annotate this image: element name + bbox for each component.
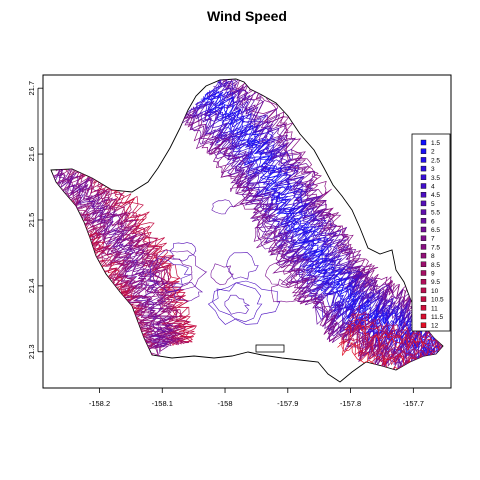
legend-label: 4.5	[431, 192, 440, 199]
legend-label: 6.5	[431, 227, 440, 234]
contour-line	[351, 313, 443, 347]
legend-swatch	[420, 287, 427, 294]
legend-label: 7	[431, 236, 435, 243]
contour-line	[342, 325, 443, 356]
legend-label: 4	[431, 184, 435, 191]
contour-line	[55, 161, 181, 346]
legend: 1.5 22.5 3 3.5 44.5 5 5.56 6.5 77.5 8 8.5 99.5 10 10.…	[411, 133, 451, 332]
contour-line	[344, 322, 443, 352]
y-tick-label: 21.5	[27, 213, 36, 228]
legend-swatch	[420, 244, 427, 250]
legend-swatch	[420, 209, 427, 215]
legend-swatch	[420, 252, 427, 259]
x-tick-label: -157.8	[340, 399, 361, 408]
legend-label: 9	[431, 271, 435, 278]
chart-title: Wind Speed	[207, 8, 287, 24]
legend-swatch	[420, 148, 427, 154]
legend-swatch	[420, 261, 427, 267]
legend-swatch	[420, 183, 427, 189]
harbor-feature	[255, 344, 285, 353]
legend-label: 3.5	[431, 175, 440, 182]
legend-label: 10	[431, 288, 439, 295]
contour-line	[152, 256, 193, 288]
legend-swatch	[420, 226, 427, 233]
contour-line	[211, 199, 234, 215]
legend-label: 6	[431, 218, 435, 225]
legend-swatch	[420, 305, 427, 311]
contour-line	[189, 101, 441, 369]
contour-line	[231, 79, 443, 328]
y-tick-label: 21.3	[27, 344, 36, 359]
legend-swatch	[420, 313, 427, 320]
legend-swatch	[420, 139, 427, 146]
contour-line	[210, 263, 234, 286]
legend-swatch	[420, 174, 427, 181]
contour-line	[212, 280, 281, 325]
contour-line	[57, 162, 176, 348]
x-tick-marks	[99, 388, 414, 393]
contour-line	[176, 113, 441, 382]
contour-line	[149, 257, 192, 292]
legend-swatch	[420, 296, 427, 302]
legend-swatch	[420, 191, 427, 198]
contour-line	[226, 252, 259, 280]
contour-line	[52, 172, 170, 352]
contour-line	[224, 294, 250, 315]
contour-line	[51, 180, 162, 352]
legend-swatch	[420, 279, 427, 285]
legend-swatch	[420, 270, 427, 276]
y-tick-label: 21.6	[27, 147, 36, 162]
contour-line	[256, 222, 290, 250]
y-tick-label: 21.7	[27, 81, 36, 96]
legend-label: 5.5	[431, 210, 440, 217]
y-tick-label: 21.4	[27, 279, 36, 294]
contour-line	[265, 262, 298, 288]
legend-label: 9.5	[431, 279, 440, 286]
island-map	[50, 78, 444, 383]
x-tick-label: -157.7	[403, 399, 424, 408]
legend-label: 12	[431, 323, 439, 330]
y-axis: 21.3 21.4 21.5 21.6 21.7	[27, 81, 43, 359]
x-axis: -158.2 -158.1 -158 -157.9 -157.8 -157.7	[89, 387, 424, 408]
legend-label: 10.5	[431, 297, 444, 304]
legend-label: 11	[431, 305, 438, 312]
x-tick-label: -158.1	[152, 399, 173, 408]
legend-label: 7.5	[431, 244, 440, 251]
legend-label: 11.5	[431, 314, 444, 321]
legend-swatch	[420, 322, 427, 328]
legend-swatch	[420, 218, 427, 224]
legend-swatch	[420, 200, 427, 207]
x-tick-label: -157.9	[277, 399, 298, 408]
contour-line	[172, 282, 204, 302]
contour-line	[348, 318, 443, 348]
legend-label: 2	[431, 149, 435, 156]
y-tick-marks	[37, 87, 43, 353]
legend-label: 8.5	[431, 262, 440, 269]
legend-swatch	[420, 157, 427, 163]
contour-line	[175, 116, 441, 382]
legend-label: 2.5	[431, 157, 440, 164]
x-tick-label: -158.2	[89, 399, 110, 408]
x-tick-label: -158	[218, 399, 233, 408]
contour-line	[344, 324, 443, 356]
legend-swatch	[420, 165, 427, 172]
contour-line	[207, 282, 263, 325]
contour-line	[148, 249, 208, 294]
contour-line	[220, 79, 443, 337]
contour-line	[169, 242, 197, 262]
wind-speed-contours	[51, 79, 443, 382]
legend-box	[411, 133, 451, 332]
contour-line	[271, 278, 304, 303]
legend-label: 8	[431, 253, 435, 260]
legend-label: 5	[431, 201, 435, 208]
legend-label: 3	[431, 166, 435, 173]
legend-label: 1.5	[431, 140, 440, 147]
contour-line	[349, 311, 443, 343]
legend-swatch	[420, 235, 427, 241]
